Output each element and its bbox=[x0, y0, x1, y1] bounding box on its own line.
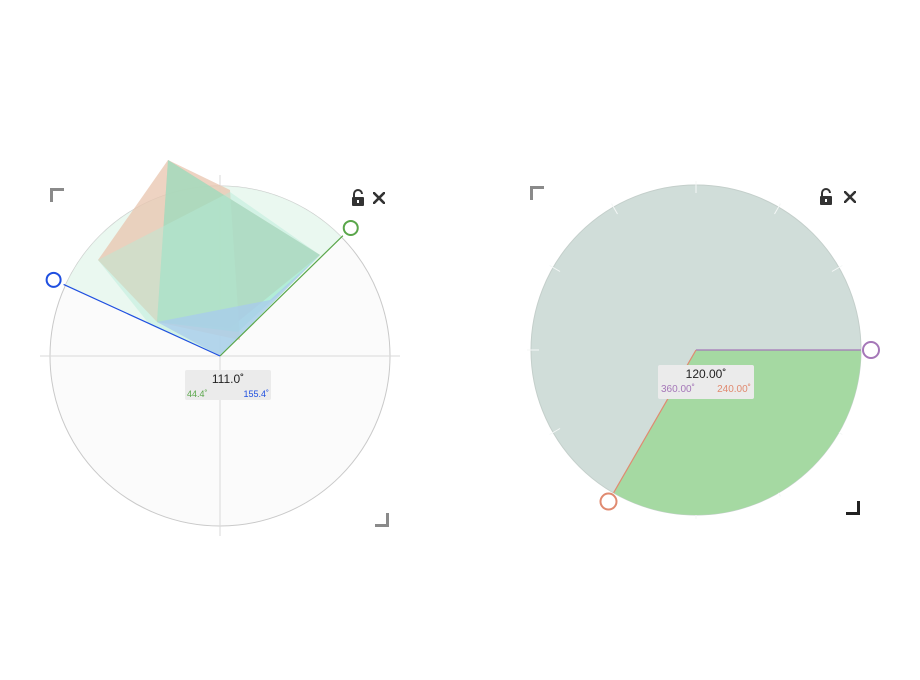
resize-corner-top-left[interactable] bbox=[50, 188, 64, 202]
end-handle[interactable] bbox=[45, 271, 62, 288]
angle-readout: 120.00˚ 360.00˚ 240.00˚ bbox=[658, 365, 754, 399]
close-icon bbox=[373, 192, 385, 204]
start-angle-value: 44.4˚ bbox=[187, 389, 208, 399]
angle-value: 120.00˚ bbox=[685, 367, 727, 381]
unlock-icon bbox=[352, 189, 364, 206]
tick-mark bbox=[831, 265, 843, 272]
close-icon bbox=[844, 191, 856, 203]
angle-readout: 111.0˚ 44.4˚ 155.4˚ bbox=[185, 370, 271, 400]
tick-mark bbox=[549, 265, 561, 272]
shape-mint bbox=[98, 192, 320, 356]
start-handle[interactable] bbox=[342, 219, 359, 236]
protractor-canvas[interactable] bbox=[515, 170, 890, 535]
protractor-canvas[interactable] bbox=[40, 150, 420, 550]
protractor-widget-left[interactable]: 111.0˚ 44.4˚ 155.4˚ bbox=[40, 150, 420, 550]
resize-corner-bottom-right[interactable] bbox=[846, 501, 860, 515]
shape-green bbox=[157, 160, 320, 332]
resize-corner-bottom-right[interactable] bbox=[375, 513, 389, 527]
tick-mark bbox=[774, 203, 781, 215]
shape-blue bbox=[157, 255, 320, 356]
start-handle[interactable] bbox=[862, 341, 880, 359]
end-ray bbox=[63, 283, 221, 357]
unlock-button[interactable] bbox=[817, 187, 835, 207]
measured-shape bbox=[98, 160, 320, 356]
close-button[interactable] bbox=[841, 187, 859, 207]
angle-value: 111.0˚ bbox=[211, 372, 245, 386]
start-ray bbox=[219, 235, 344, 357]
protractor-widget-right[interactable]: 120.00˚ 360.00˚ 240.00˚ bbox=[515, 170, 890, 535]
unlock-button[interactable] bbox=[349, 188, 367, 208]
start-angle-value: 360.00˚ bbox=[661, 384, 695, 395]
end-angle-value: 240.00˚ bbox=[717, 384, 751, 395]
tick-mark bbox=[549, 428, 561, 435]
close-button[interactable] bbox=[370, 188, 388, 208]
tick-mark bbox=[611, 203, 618, 215]
resize-corner-top-left[interactable] bbox=[530, 186, 544, 200]
end-angle-value: 155.4˚ bbox=[243, 389, 269, 399]
unlock-icon bbox=[820, 188, 832, 205]
end-handle[interactable] bbox=[599, 492, 618, 511]
